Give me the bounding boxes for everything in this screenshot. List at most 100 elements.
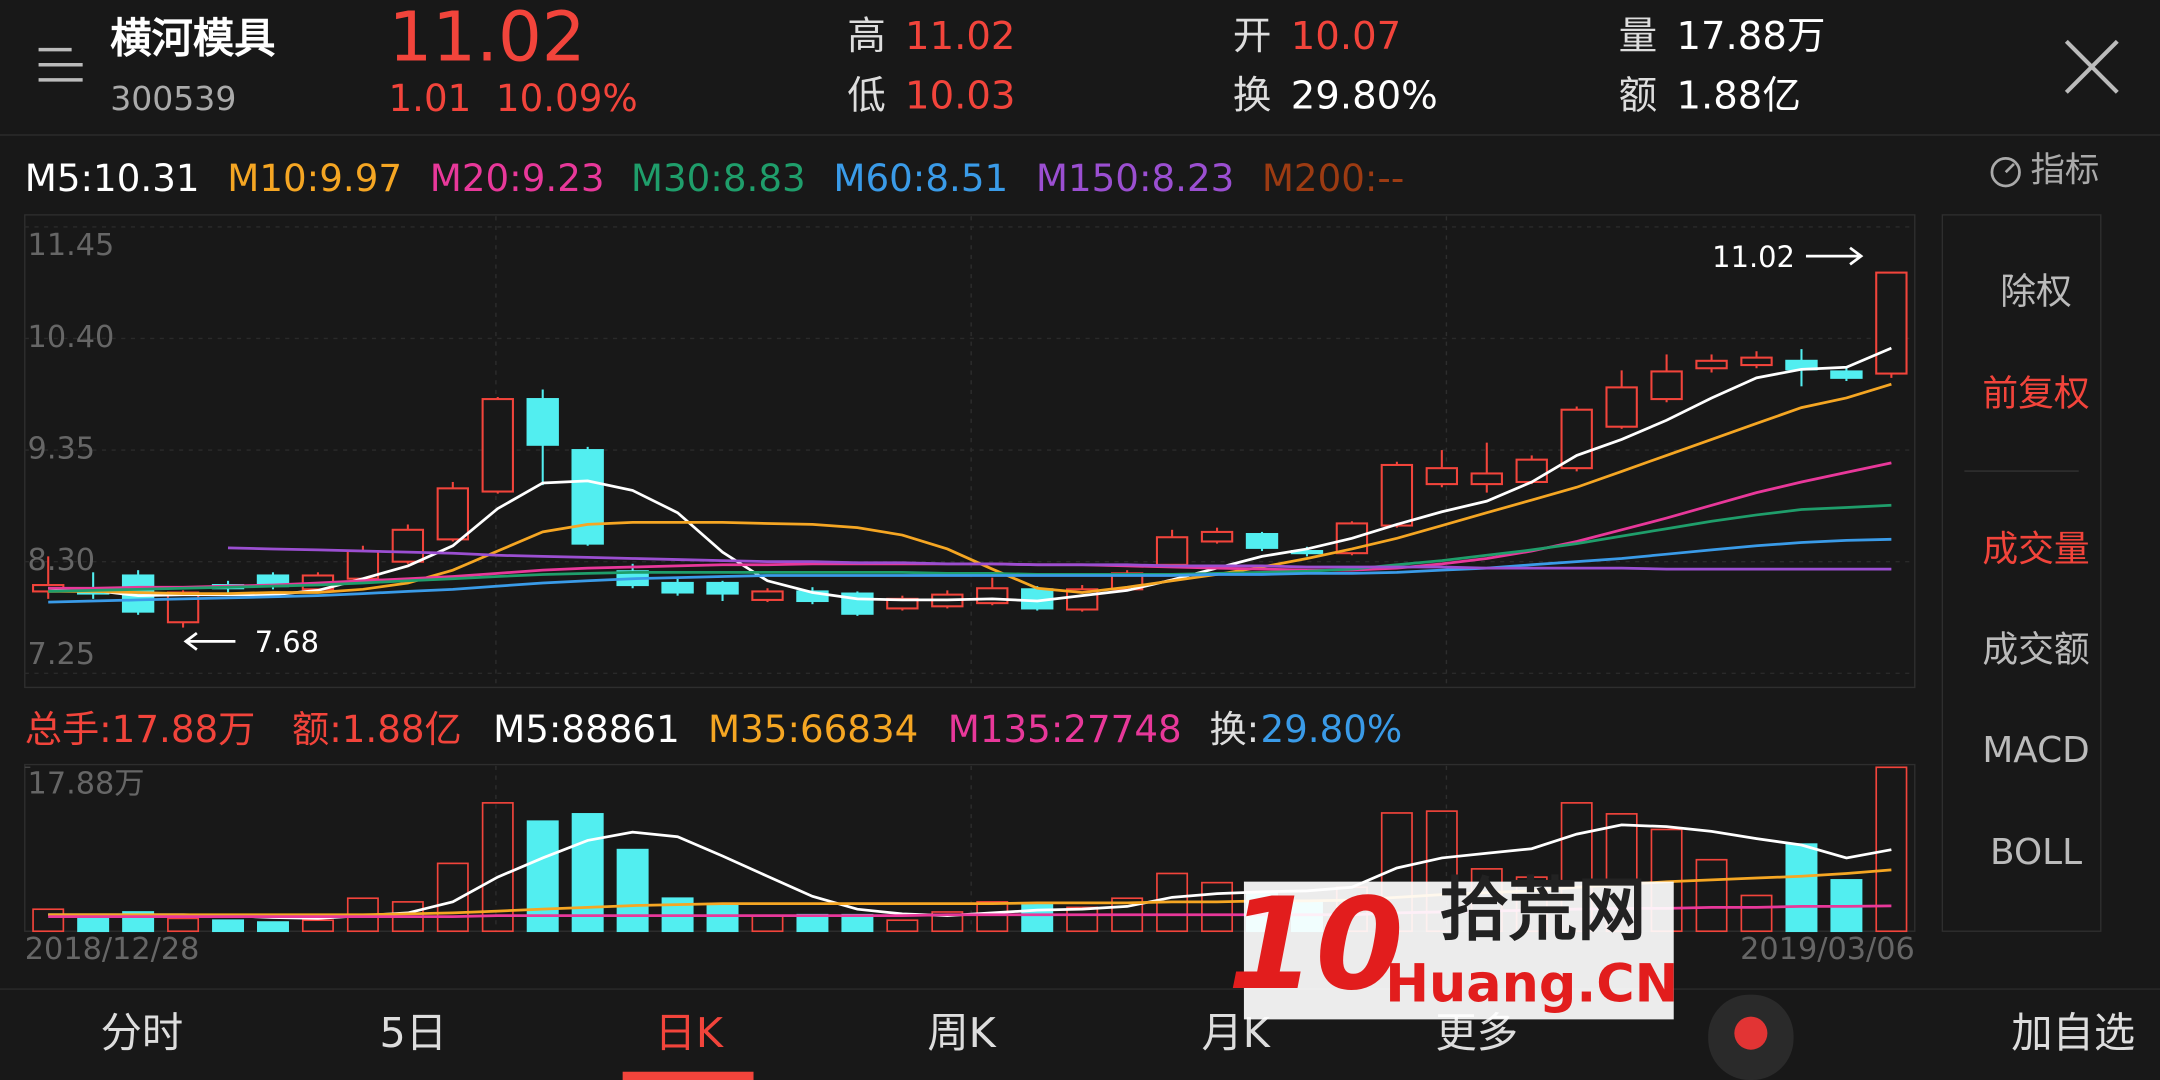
volume-panel — [24, 763, 1916, 932]
candle-body — [1380, 463, 1414, 527]
close-icon[interactable] — [2064, 39, 2119, 94]
volume-bar — [526, 820, 559, 933]
legend-entry: M5:88861 — [493, 707, 680, 751]
stat-value: 17.88万 — [1676, 14, 1825, 59]
turnover-value: 29.80% — [1260, 707, 1402, 751]
candle-body — [751, 590, 784, 601]
volume-bar — [1066, 906, 1099, 933]
candle-body — [1515, 458, 1548, 484]
candle-body — [1830, 370, 1863, 379]
side-button[interactable]: MACD — [1982, 730, 2089, 771]
candle-body — [1155, 536, 1189, 566]
annotation-label: 7.68 — [255, 625, 319, 659]
stat-value: 10.03 — [905, 73, 1015, 118]
volume-bar — [1875, 766, 1908, 933]
candle-body — [1425, 467, 1459, 486]
candle-body — [1875, 271, 1908, 375]
volume-bar — [616, 848, 649, 933]
legend-entry: M10:9.97 — [227, 156, 402, 200]
candle-body — [706, 581, 739, 595]
annotation-arrow — [183, 631, 236, 651]
active-tab-indicator — [622, 1071, 754, 1080]
float-button[interactable] — [1708, 994, 1794, 1080]
tab[interactable]: 加自选 — [2011, 1009, 2135, 1057]
volume-info: 额:1.88亿 — [292, 707, 462, 751]
stat-value: 1.88亿 — [1676, 73, 1800, 118]
side-button[interactable]: BOLL — [1990, 832, 2082, 873]
tab[interactable]: 5日 — [379, 1009, 447, 1057]
candle-body — [1560, 408, 1593, 470]
volume-bar — [931, 911, 964, 933]
volume-bar — [1021, 902, 1054, 933]
side-button[interactable]: 除权 — [2000, 271, 2072, 312]
price-panel — [24, 214, 1916, 689]
stat-value: 10.07 — [1291, 14, 1401, 59]
tab[interactable]: 日K — [655, 1009, 724, 1057]
candle-body — [1335, 522, 1369, 555]
side-button[interactable]: 成交额 — [1982, 630, 2089, 671]
legend-entry: M35:66834 — [708, 707, 918, 751]
stat-label: 量 — [1619, 14, 1658, 59]
volume-bar — [32, 908, 65, 933]
candle-body — [481, 398, 514, 493]
candle-body — [166, 591, 200, 624]
candle-body — [976, 587, 1009, 605]
annotation-arrow — [1805, 246, 1864, 266]
candle-body — [391, 528, 425, 563]
volume-bar — [706, 902, 739, 933]
candle-body — [1605, 386, 1638, 428]
volume-bar — [841, 913, 874, 933]
volume-bar — [212, 919, 245, 933]
volume-bar — [1201, 881, 1234, 933]
volume-bar — [257, 921, 289, 933]
watermark-number: 10 — [1227, 870, 1403, 1018]
volume-bar — [886, 919, 919, 933]
ma-line — [48, 503, 1892, 593]
volume-bar — [571, 813, 604, 933]
stock-name: 横河模具 — [110, 14, 275, 62]
turnover-label: 换: — [1209, 707, 1259, 751]
volume-bar — [1695, 858, 1728, 933]
side-button[interactable]: 前复权 — [1982, 373, 2089, 414]
volume-bar — [436, 862, 469, 933]
volume-bar — [796, 913, 829, 933]
candle-body — [571, 449, 604, 545]
volume-bar — [167, 917, 200, 933]
stat-label: 高 — [847, 14, 886, 59]
candle-body — [1200, 530, 1234, 543]
candle-body — [661, 581, 694, 594]
legend-entry: M20:9.23 — [430, 156, 605, 200]
tab[interactable]: 分时 — [101, 1009, 184, 1057]
candle-body — [1470, 472, 1503, 486]
legend-entry: M200:-- — [1262, 156, 1404, 200]
y-tick-label: 10.40 — [28, 320, 115, 355]
y-tick-label: 9.35 — [28, 432, 95, 467]
candle-body — [1650, 370, 1683, 401]
x-tick-label: 2019/03/06 — [1740, 932, 1915, 967]
indicator-label: 指标 — [2031, 151, 2100, 191]
price: 11.02 — [388, 0, 585, 77]
x-tick-label: 2018/12/28 — [25, 932, 200, 967]
side-button[interactable]: 成交量 — [1982, 529, 2089, 570]
stat-value: 29.80% — [1291, 73, 1438, 118]
y-tick-label: 17.88万 — [28, 767, 145, 802]
stat-label: 开 — [1233, 14, 1272, 59]
indicator-button[interactable]: 指标 — [1990, 151, 2100, 191]
plot: 11.45 10.40 9.35 8.30 7.25 17.88万 2018/12/28 20… — [25, 226, 1915, 967]
tab-bar: 分时 5日 日K 周K 月K 更多 加自选 — [101, 1009, 2136, 1057]
volume-info: 总手:17.88万 — [25, 707, 256, 751]
candle-body — [1245, 533, 1279, 549]
legend-entry: M30:8.83 — [631, 156, 806, 200]
y-tick-label: 11.45 — [28, 228, 115, 263]
menu-icon[interactable] — [38, 47, 83, 82]
y-tick-label: 8.30 — [28, 543, 95, 578]
watermark: 10 拾荒网 Huang.CN — [1227, 870, 1678, 1020]
watermark-site: Huang.CN — [1385, 954, 1678, 1015]
change-pct: 10.09% — [496, 76, 638, 120]
volume-bar — [1740, 894, 1773, 933]
tab[interactable]: 周K — [927, 1009, 996, 1057]
annotation-label: 11.02 — [1712, 240, 1795, 274]
stat-label: 低 — [847, 73, 886, 118]
candle-body — [436, 487, 469, 541]
